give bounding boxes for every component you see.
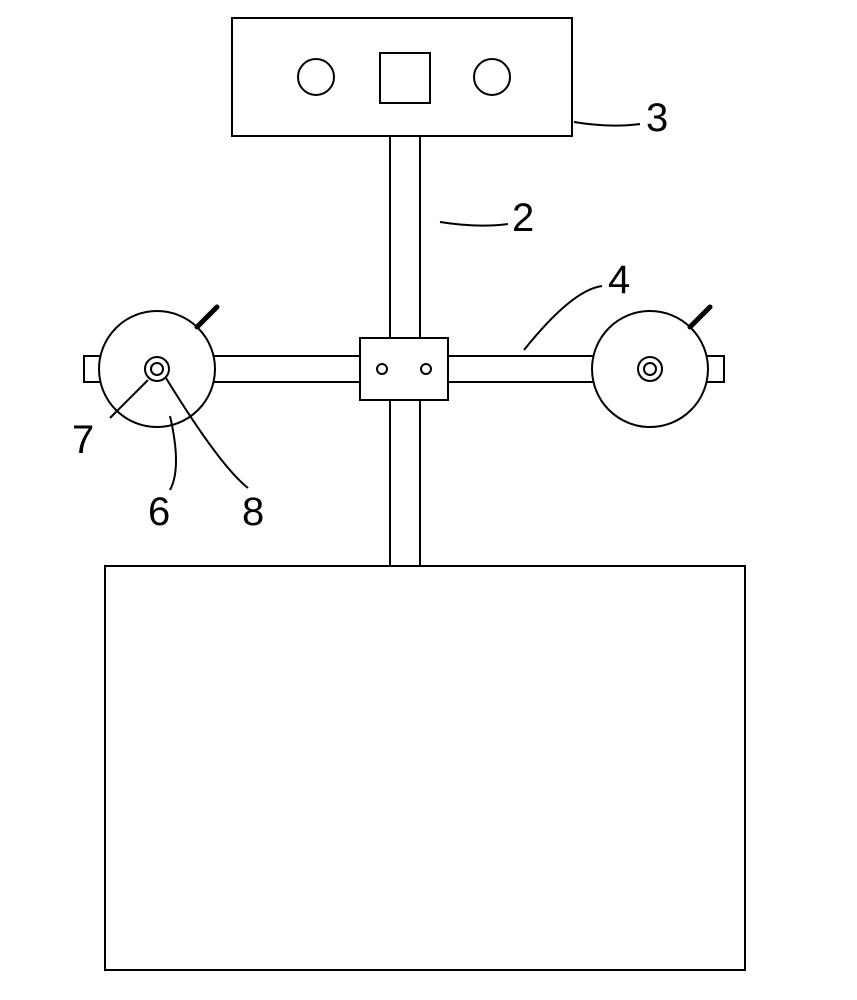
label-8: 8 xyxy=(242,490,264,535)
label-4: 4 xyxy=(608,258,630,303)
technical-diagram xyxy=(0,0,857,1000)
label-6: 6 xyxy=(148,490,170,535)
label-2: 2 xyxy=(512,196,534,241)
label-7: 7 xyxy=(72,418,94,463)
label-3: 3 xyxy=(646,96,668,141)
